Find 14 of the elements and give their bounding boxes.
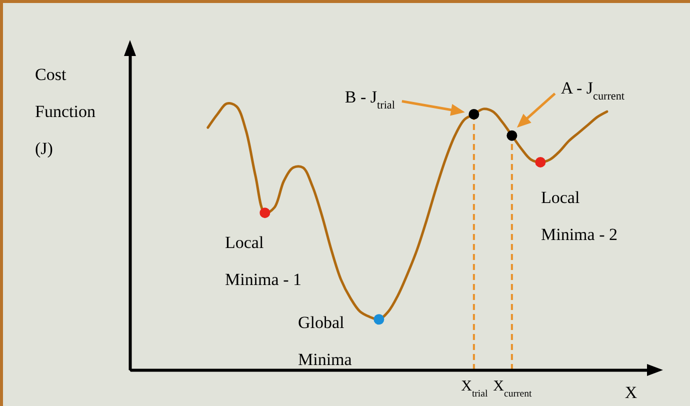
x-tick-label: X$_{current}$ [493,378,532,399]
point [535,156,546,168]
text: A - J$_{current}$ [560,78,626,103]
annotation: Global Minima [298,313,352,369]
annotation: B - J$_{trial}$ [344,87,395,112]
point [468,109,480,120]
point [260,208,270,218]
point [506,130,518,141]
point [374,314,384,325]
x-axis-title: X [624,383,638,402]
annotation: Local Minima - 1 [225,233,302,289]
text: Cost Function (J) [35,65,96,158]
x-tick-label: X$_{trial}$ [461,378,488,399]
annotation: Local Minima - 2 [541,188,618,244]
